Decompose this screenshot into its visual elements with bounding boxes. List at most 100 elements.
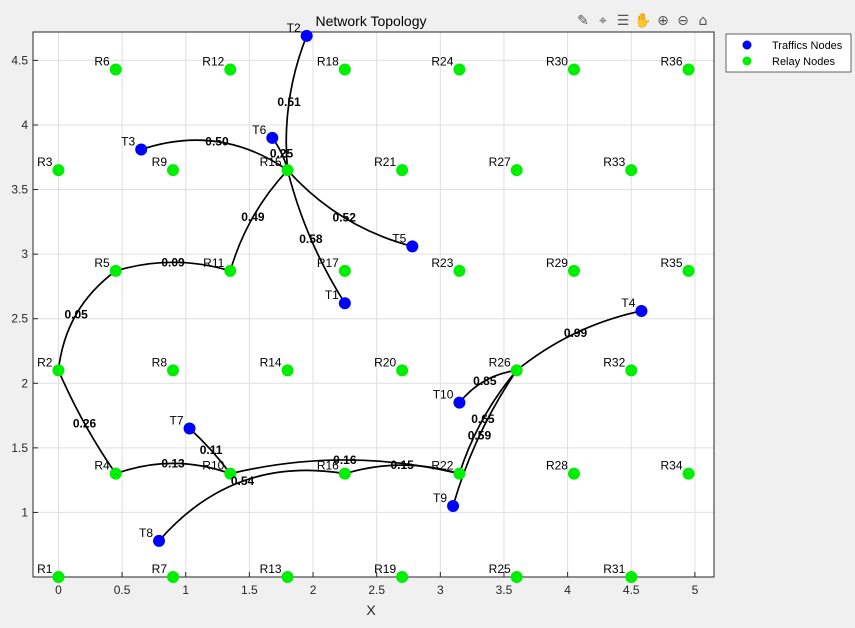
relay-node-label: R13 [260, 562, 282, 576]
relay-node-R33 [625, 164, 638, 177]
link-R5-R11 [115, 261, 231, 272]
home-icon[interactable]: ⌂ [698, 13, 708, 29]
relay-node-label: R35 [661, 256, 683, 270]
relay-node-label: R22 [431, 459, 453, 473]
link-R22-R26 [458, 369, 518, 474]
relay-node-R11 [224, 264, 237, 277]
y-tick-label: 1 [21, 505, 28, 519]
relay-node-label: R21 [374, 155, 396, 169]
relay-node-R20 [396, 364, 409, 377]
relay-node-R5 [109, 264, 122, 277]
relay-node-R26 [510, 364, 523, 377]
data-tip-icon[interactable]: ⌖ [599, 13, 607, 29]
traffic-node-label: T9 [433, 491, 447, 505]
link-weight-label: 0.54 [231, 474, 255, 488]
link-T2-R15 [285, 35, 308, 171]
link-weight-label: 0.25 [270, 146, 294, 160]
link-R15-T1 [286, 169, 346, 304]
x-tick-label: 1.5 [241, 583, 258, 597]
axes-box [32, 31, 715, 578]
relay-node-label: R15 [260, 155, 282, 169]
grid [33, 32, 714, 577]
x-tick-label: 0.5 [114, 583, 131, 597]
traffic-node-T7 [183, 422, 196, 435]
legend-box [725, 33, 852, 73]
relay-node-R8 [167, 364, 180, 377]
relay-node-R19 [396, 571, 409, 583]
relay-node-R2 [52, 364, 65, 377]
link-weight-label: 0.11 [200, 443, 223, 457]
link-weight-label: 0.05 [64, 307, 88, 321]
y-tick-label: 2.5 [11, 312, 28, 326]
relay-node-R27 [510, 164, 523, 177]
legend-marker-relay [742, 56, 752, 66]
relay-node-R16 [338, 467, 351, 480]
link-T10-R26 [458, 369, 517, 404]
relay-node-label: R25 [489, 562, 511, 576]
relay-node-label: R2 [37, 355, 53, 369]
relay-node-label: R36 [661, 54, 683, 68]
traffic-node-label: T10 [433, 388, 454, 402]
legend-label-traffic: Traffics Nodes [772, 40, 843, 52]
relay-node-label: R27 [489, 155, 511, 169]
traffic-node-label: T2 [287, 21, 301, 35]
relay-node-label: R7 [152, 562, 168, 576]
link-R2-R4 [57, 370, 117, 475]
brush-icon[interactable]: ✎ [577, 13, 589, 29]
relay-node-label: R8 [152, 355, 168, 369]
x-axis-label: X [366, 602, 376, 618]
relay-node-R29 [567, 264, 580, 277]
x-tick-label: 5 [692, 583, 699, 597]
relay-node-label: R14 [260, 355, 282, 369]
relay-node-R31 [625, 571, 638, 583]
relay-node-R25 [510, 571, 523, 583]
legend-marker-traffic [742, 40, 752, 50]
relay-node-R4 [109, 467, 122, 480]
relay-node-label: R3 [37, 155, 53, 169]
relay-node-R1 [52, 571, 65, 583]
relay-node-label: R28 [546, 459, 568, 473]
relay-node-label: R1 [37, 562, 53, 576]
relay-node-R24 [453, 63, 466, 76]
y-tick-label: 3.5 [11, 183, 28, 197]
relay-node-label: R20 [374, 355, 396, 369]
relay-node-label: R4 [94, 459, 110, 473]
traffic-node-label: T1 [325, 288, 339, 302]
axes: 0 0.5 1 1.5 2 2.5 3 3.5 4 4.5 511.522.533.544.5 [11, 31, 715, 597]
x-tick-label: 3.5 [496, 583, 513, 597]
link-weight-label: 0.49 [241, 210, 265, 224]
axes-toolbar: ✎ ⌖ ☰ ✋ ⊕ ⊖ ⌂ [574, 12, 712, 32]
link-weight-label: 0.52 [333, 211, 357, 225]
link-weight-label: 0.58 [299, 232, 323, 246]
traffic-node-T4 [635, 304, 648, 317]
relay-node-label: R9 [152, 155, 168, 169]
traffic-node-label: T3 [121, 135, 135, 149]
plot-background [33, 32, 714, 577]
link-R2-R5 [57, 270, 117, 371]
relay-node-label: R26 [489, 355, 511, 369]
relay-node-label: R31 [603, 562, 625, 576]
link-weight-label: 0.51 [277, 95, 301, 109]
link-weight-label: 0.99 [564, 326, 588, 340]
link-weight-label: 0.26 [73, 416, 97, 430]
relay-node-R28 [567, 467, 580, 480]
link-T3-R15 [140, 139, 289, 171]
relay-node-R3 [52, 164, 65, 177]
zoom-in-icon[interactable]: ⊕ [657, 13, 669, 29]
x-tick-label: 2.5 [368, 583, 385, 597]
y-tick-label: 3 [21, 247, 28, 261]
relay-node-label: R5 [94, 256, 110, 270]
zoom-out-icon[interactable]: ⊖ [677, 13, 689, 29]
relay-node-label: R6 [94, 54, 110, 68]
traffic-node-label: T8 [139, 526, 153, 540]
relay-node-label: R32 [603, 355, 625, 369]
legend-icon[interactable]: ☰ [616, 13, 630, 29]
chart-title: Network Topology [315, 13, 426, 29]
relay-node-label: R12 [202, 54, 224, 68]
relay-node-R17 [338, 264, 351, 277]
pan-icon[interactable]: ✋ [634, 13, 652, 29]
relay-node-R10 [224, 467, 237, 480]
relay-node-label: R11 [203, 256, 224, 270]
relay-node-R6 [109, 63, 122, 76]
